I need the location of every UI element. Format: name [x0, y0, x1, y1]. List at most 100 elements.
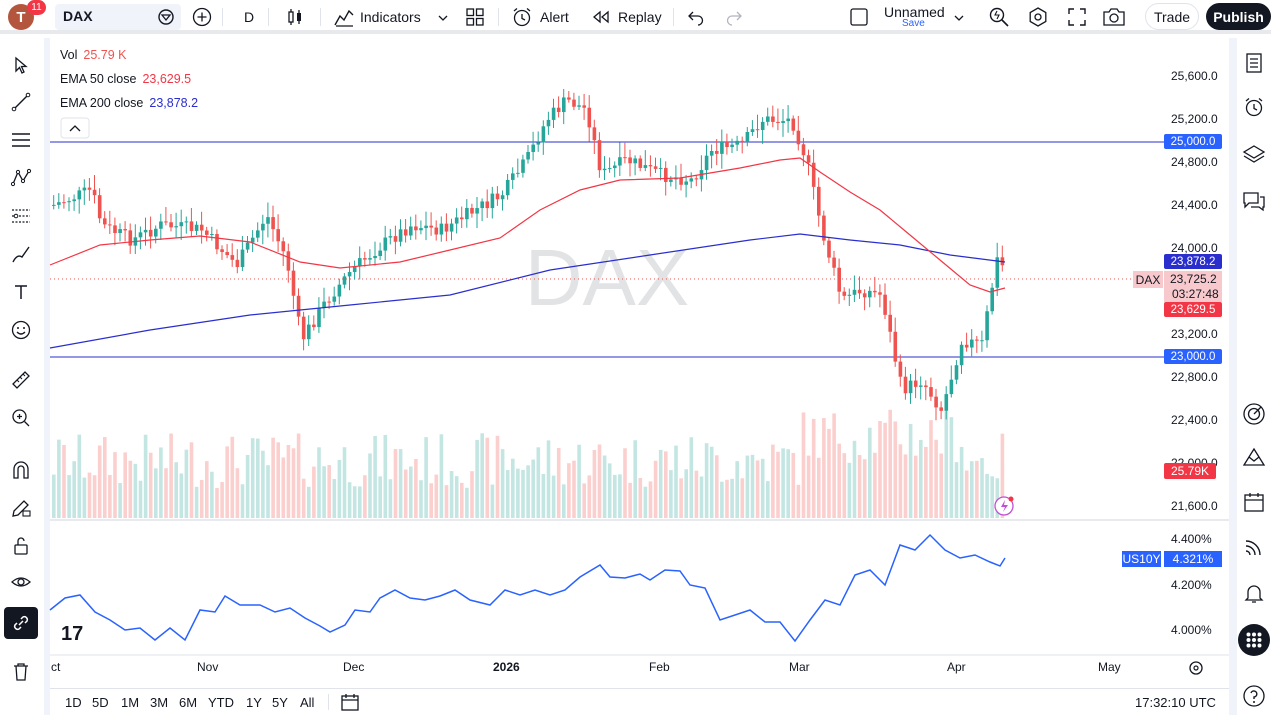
trade-button[interactable]: Trade	[1145, 3, 1199, 30]
range-ytd-button[interactable]: YTD	[208, 695, 234, 710]
ema50-badge: 23,629.5	[1164, 302, 1222, 317]
volume-bar	[210, 471, 214, 518]
signal-icon[interactable]	[1241, 534, 1267, 560]
trend-line-icon[interactable]	[8, 89, 34, 115]
cursor-icon[interactable]	[8, 52, 34, 78]
link-icon[interactable]	[4, 607, 38, 639]
fib-levels-icon[interactable]	[8, 203, 34, 229]
help-icon[interactable]	[1241, 683, 1267, 709]
undo-icon[interactable]	[687, 8, 705, 31]
chevron-up-icon	[69, 125, 81, 132]
range-1m-button[interactable]: 1M	[121, 695, 140, 710]
volume-bar	[959, 446, 964, 518]
volume-bar	[597, 444, 602, 518]
collapse-legend-button[interactable]	[60, 117, 90, 139]
candle-body	[250, 237, 255, 243]
checkbox-icon[interactable]	[849, 7, 869, 32]
layout-save-label[interactable]: Save	[902, 18, 925, 29]
layouts-grid-icon[interactable]	[465, 7, 485, 32]
interval-button[interactable]: D	[244, 9, 255, 25]
candle-body	[689, 178, 694, 182]
price-tick: 25,200.0	[1171, 112, 1218, 126]
layout-name[interactable]: Unnamed	[884, 4, 945, 20]
chevron-down-icon[interactable]	[437, 11, 449, 29]
ema50-legend[interactable]: EMA 50 close 23,629.5	[60, 72, 191, 86]
volume-bar	[378, 476, 382, 518]
volume-bar	[67, 475, 71, 518]
candle-body	[720, 141, 724, 154]
indicators-button[interactable]: Indicators	[360, 9, 421, 25]
emoji-icon[interactable]	[8, 317, 34, 343]
goto-date-icon[interactable]	[340, 692, 360, 715]
range-all-button[interactable]: All	[300, 695, 315, 710]
rewind-icon[interactable]	[592, 9, 610, 30]
range-3m-button[interactable]: 3M	[150, 695, 169, 710]
volume-bar	[307, 486, 311, 518]
publish-button[interactable]: Publish	[1206, 3, 1271, 30]
horizontal-lines-icon[interactable]	[8, 127, 34, 153]
flash-icon[interactable]	[994, 496, 1014, 516]
ema200-legend[interactable]: EMA 200 close 23,878.2	[60, 96, 198, 110]
range-5y-button[interactable]: 5Y	[272, 695, 288, 710]
candle-body	[164, 221, 168, 223]
alarm-clock-icon[interactable]	[511, 6, 533, 33]
volume-bar	[470, 471, 474, 518]
volume-bar	[694, 470, 699, 518]
volume-bar	[332, 479, 337, 518]
brush-icon[interactable]	[8, 241, 34, 267]
layers-icon[interactable]	[1241, 141, 1267, 167]
candles-icon[interactable]	[285, 7, 305, 32]
volume-bar	[868, 427, 872, 518]
utc-clock[interactable]: 17:32:10 UTC	[1135, 695, 1216, 710]
candle-body	[817, 186, 821, 216]
quick-search-icon[interactable]	[988, 6, 1010, 33]
alert-button[interactable]: Alert	[540, 9, 569, 25]
range-5d-button[interactable]: 5D	[92, 695, 109, 710]
indicators-icon[interactable]	[333, 6, 355, 33]
camera-icon[interactable]	[1102, 6, 1126, 33]
axis-settings-icon[interactable]	[1189, 661, 1203, 675]
eye-icon[interactable]	[8, 569, 34, 595]
alerts-clock-icon[interactable]	[1241, 94, 1267, 120]
range-1d-button[interactable]: 1D	[65, 695, 82, 710]
zoom-in-icon[interactable]	[8, 405, 34, 431]
price-chart[interactable]: DAX 17	[0, 0, 1229, 688]
range-1y-button[interactable]: 1Y	[246, 695, 262, 710]
candle-body	[419, 228, 423, 231]
pattern-icon[interactable]	[8, 165, 34, 191]
pencil-lock-icon[interactable]	[8, 495, 34, 521]
magnet-icon[interactable]	[8, 457, 34, 483]
fullscreen-icon[interactable]	[1066, 6, 1088, 33]
volume-bar	[296, 433, 301, 518]
redo-icon[interactable]	[725, 8, 743, 31]
ideas-mountain-icon[interactable]	[1241, 444, 1267, 470]
text-icon[interactable]	[8, 279, 34, 305]
symbol-compare-icon[interactable]	[157, 8, 175, 31]
volume-bar	[898, 444, 903, 518]
watchlist-icon[interactable]	[1241, 50, 1267, 76]
volume-bar	[643, 486, 648, 518]
chevron-down-icon[interactable]	[953, 11, 965, 29]
settings-gear-icon[interactable]	[1027, 6, 1049, 33]
candle-body	[225, 252, 229, 256]
apps-grid-icon[interactable]	[1238, 624, 1270, 656]
calendar-icon[interactable]	[1241, 489, 1267, 515]
volume-bar	[852, 440, 857, 518]
time-tick: Mar	[789, 660, 810, 674]
bell-icon[interactable]	[1241, 580, 1267, 606]
volume-bar	[271, 437, 275, 518]
volume-legend[interactable]: Vol 25.79 K	[60, 48, 126, 62]
candle-body	[730, 144, 734, 148]
add-symbol-icon[interactable]	[192, 7, 212, 32]
symbol-search[interactable]	[55, 4, 181, 30]
candle-body	[470, 207, 474, 214]
volume-bar	[414, 459, 418, 518]
replay-button[interactable]: Replay	[618, 9, 662, 25]
volume-bar	[924, 446, 928, 518]
ruler-icon[interactable]	[8, 367, 34, 393]
trash-icon[interactable]	[8, 659, 34, 685]
chat-icon[interactable]	[1241, 188, 1267, 214]
range-6m-button[interactable]: 6M	[179, 695, 198, 710]
lock-icon[interactable]	[8, 533, 34, 559]
target-icon[interactable]	[1241, 401, 1267, 427]
